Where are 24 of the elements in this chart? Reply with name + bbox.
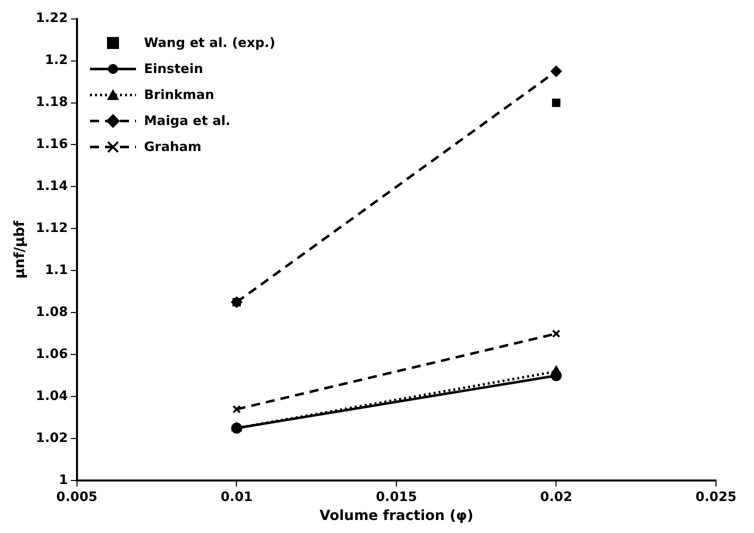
x-tick-label: 0.005	[56, 490, 98, 505]
x-tick-label: 0.025	[695, 490, 737, 505]
y-axis-title: μnf/μbf	[12, 220, 28, 279]
x-tick-label: 0.01	[220, 490, 253, 505]
y-tick-label: 1.18	[36, 95, 68, 110]
y-tick-label: 1.04	[36, 389, 68, 404]
y-tick-label: 1.02	[36, 430, 68, 446]
y-tick-label: 1.08	[36, 305, 68, 320]
y-tick-label: 1.16	[36, 137, 68, 152]
x-axis-title: Volume fraction (φ)	[320, 508, 474, 524]
legend-label: Graham	[144, 140, 202, 154]
y-tick-label: 1.22	[36, 11, 68, 26]
y-tick-label: 1.12	[36, 221, 68, 236]
legend-label: Wang et al. (exp.)	[144, 36, 276, 50]
y-tick-label: 1	[58, 472, 68, 488]
y-tick-label: 1.14	[36, 179, 68, 194]
x-tick-label: 0.015	[376, 490, 417, 505]
legend-label: Einstein	[144, 62, 204, 76]
y-tick-label: 1.2	[44, 53, 68, 68]
y-tick-label: 1.1	[44, 263, 68, 278]
legend-label: Brinkman	[144, 88, 214, 102]
legend-label: Maiga et al.	[144, 114, 230, 128]
x-tick-label: 0.02	[540, 490, 572, 505]
y-tick-label: 1.06	[36, 347, 68, 362]
